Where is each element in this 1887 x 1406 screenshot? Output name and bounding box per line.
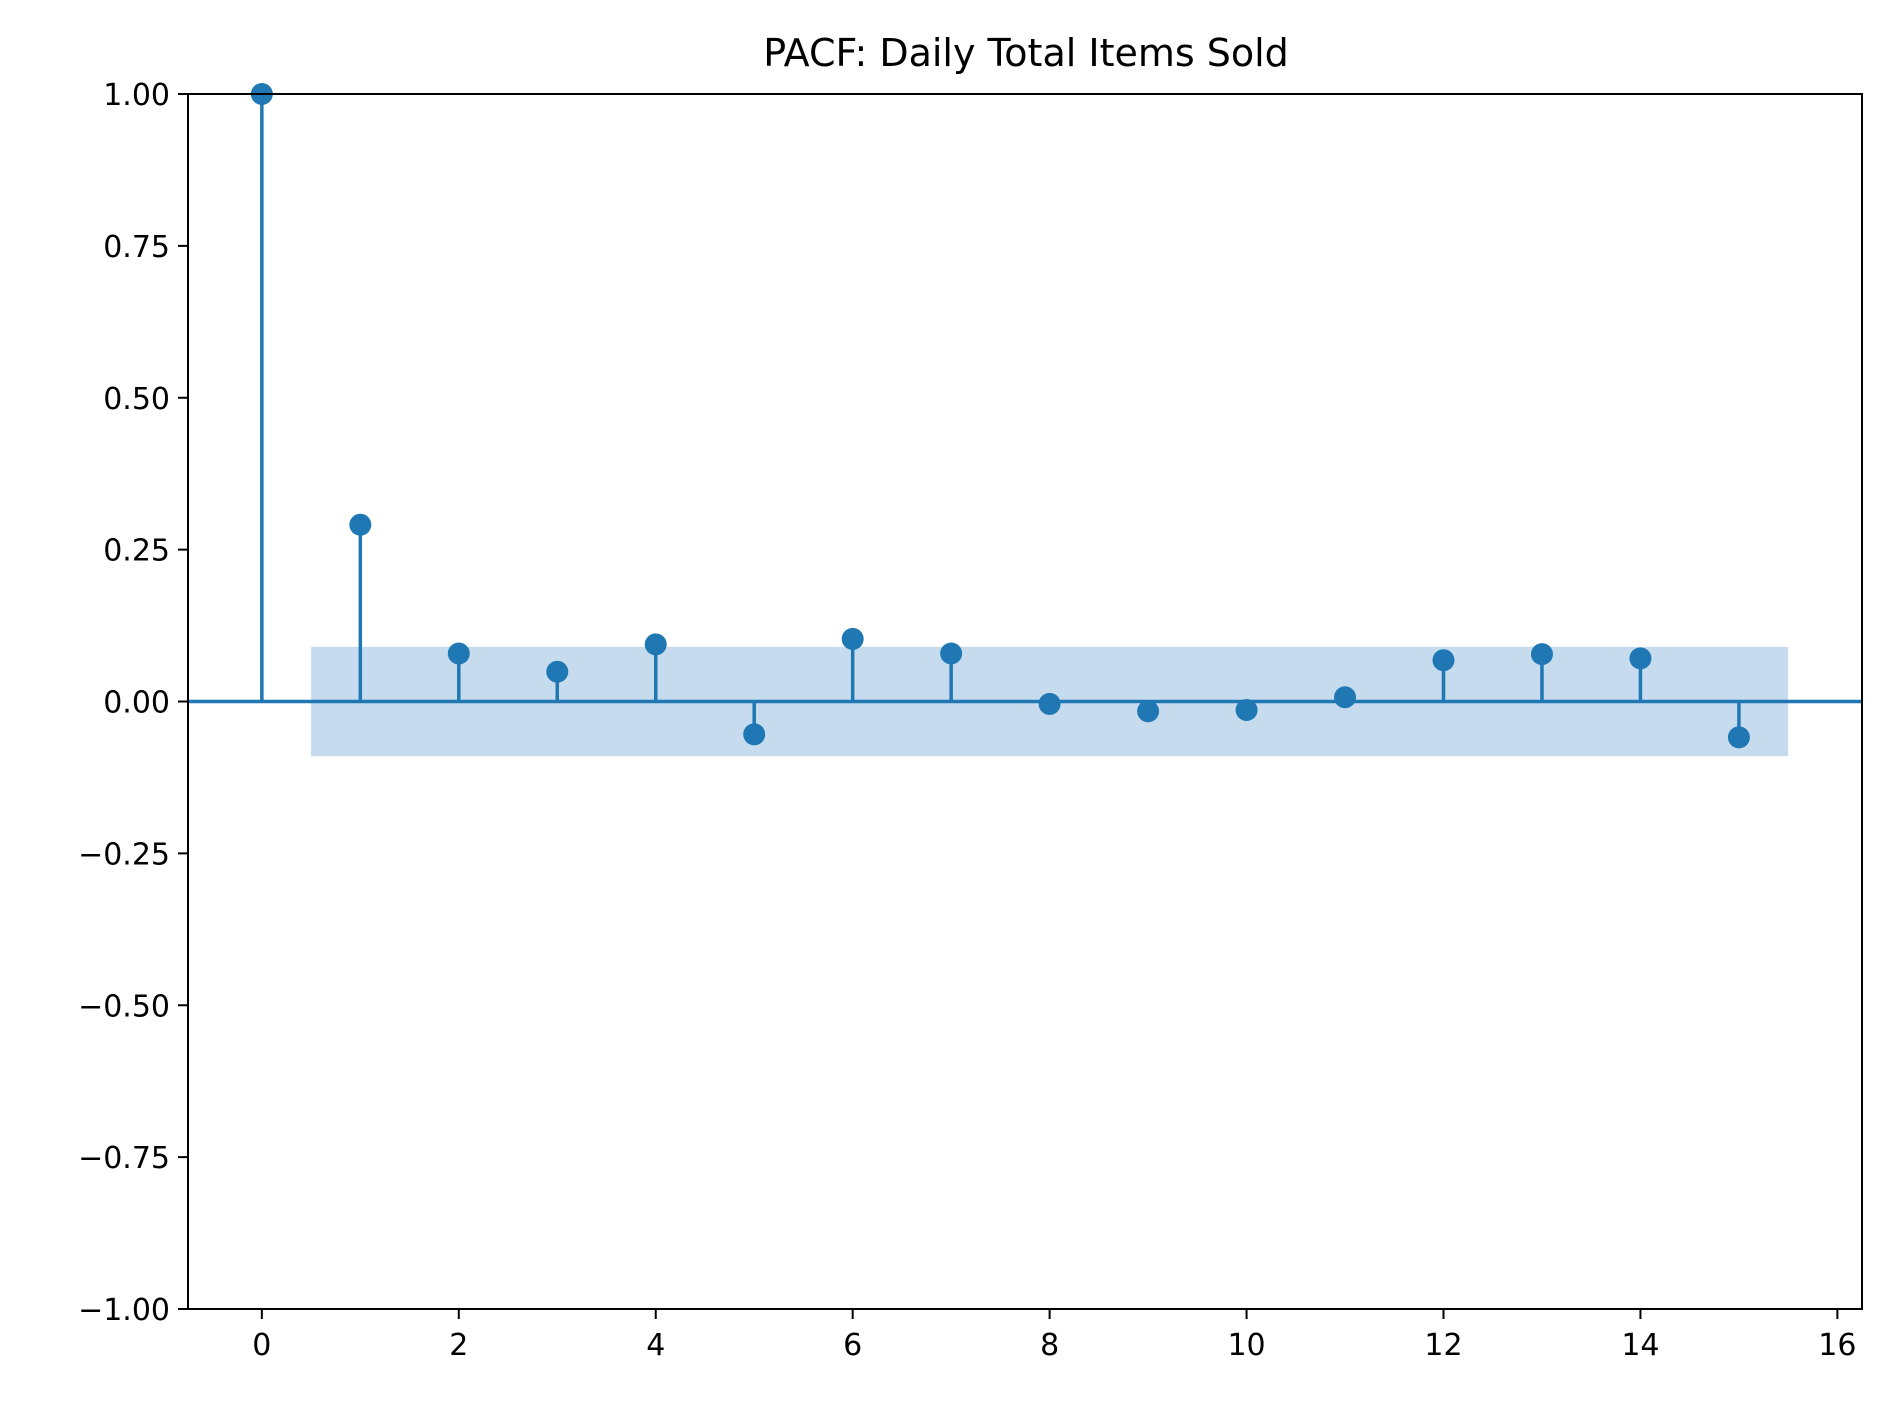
stem-marker-lag-9 xyxy=(1137,700,1160,723)
stem-marker-lag-14 xyxy=(1629,647,1652,670)
x-tick-label: 8 xyxy=(1040,1328,1059,1363)
stem-marker-lag-3 xyxy=(546,660,569,683)
x-tick-label: 10 xyxy=(1227,1328,1265,1363)
x-tick-label: 6 xyxy=(843,1328,862,1363)
y-tick-label: 0.75 xyxy=(103,230,170,265)
y-tick-label: −0.25 xyxy=(78,837,170,872)
stem-marker-lag-8 xyxy=(1038,692,1061,715)
x-tick-label: 12 xyxy=(1424,1328,1462,1363)
x-tick-label: 0 xyxy=(252,1328,271,1363)
y-tick-label: 0.25 xyxy=(103,534,170,569)
stem-marker-lag-11 xyxy=(1334,686,1357,709)
stem-marker-lag-5 xyxy=(743,723,766,746)
y-tick-label: 1.00 xyxy=(103,78,170,113)
plot-area: 0 2 4 6 8 10 12 14 16 1.00 0.75 0.50 0.25 0.00 −0.25 −0… xyxy=(78,78,1863,1363)
x-tick-label: 16 xyxy=(1818,1328,1856,1363)
y-tick-label: −0.50 xyxy=(78,989,170,1024)
stem-marker-lag-15 xyxy=(1727,726,1750,749)
stem-marker-lag-4 xyxy=(644,633,667,656)
x-tick-label: 4 xyxy=(646,1328,665,1363)
y-tick-label: 0.00 xyxy=(103,686,170,721)
stem-marker-lag-12 xyxy=(1432,649,1455,672)
stem-marker-lag-2 xyxy=(447,642,470,665)
stem-marker-lag-7 xyxy=(940,642,963,665)
chart-title: PACF: Daily Total Items Sold xyxy=(763,31,1289,75)
y-tick-label: 0.50 xyxy=(103,382,170,417)
x-tick-label: 2 xyxy=(449,1328,468,1363)
stem-marker-lag-10 xyxy=(1235,699,1258,722)
stem-marker-lag-6 xyxy=(841,627,864,650)
y-tick-label: −0.75 xyxy=(78,1141,170,1176)
stem-marker-lag-1 xyxy=(349,513,372,536)
stem-marker-lag-13 xyxy=(1530,643,1553,666)
x-tick-label: 14 xyxy=(1621,1328,1659,1363)
y-tick-label: −1.00 xyxy=(78,1293,170,1328)
